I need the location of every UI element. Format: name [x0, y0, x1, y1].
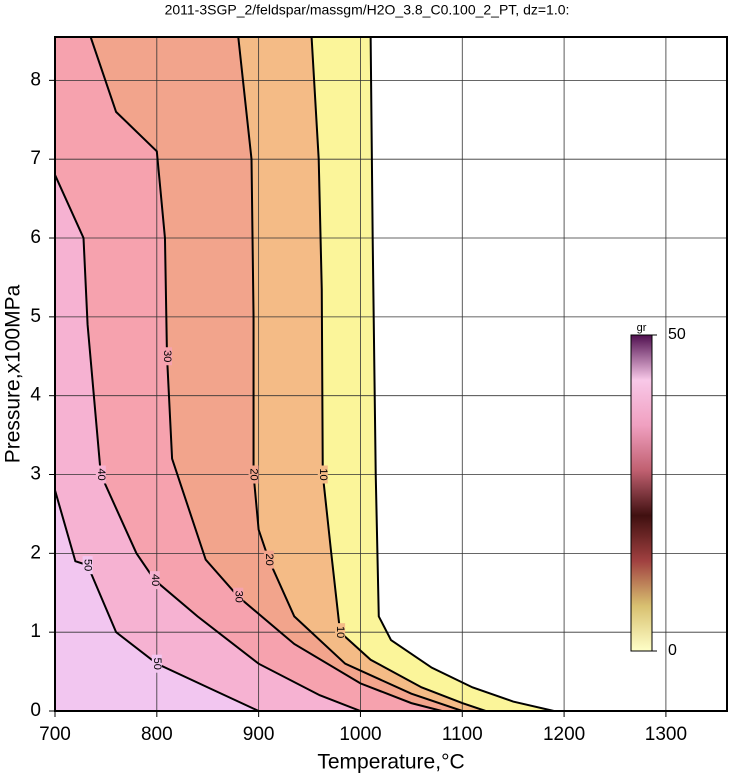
y-tick-label: 2	[30, 542, 41, 563]
x-tick-label: 900	[243, 724, 275, 745]
contour-line	[369, 37, 555, 711]
contour-lines: 10 10 20 20 30 30 40 40 50 50	[55, 37, 555, 711]
contour-label-bg	[233, 587, 244, 606]
contour-label-bg	[335, 623, 346, 642]
contour-line	[55, 174, 361, 711]
contour-fills	[55, 37, 554, 711]
contour-label-bg	[149, 571, 160, 590]
contour-label: 30	[161, 350, 173, 362]
contour-label-bg	[263, 550, 274, 569]
colorbar-scale	[630, 334, 653, 652]
contour-label-bg	[82, 556, 93, 575]
x-tick-label: 1100	[442, 724, 483, 745]
y-tick-label: 8	[30, 69, 41, 90]
contour-label: 30	[232, 591, 244, 603]
x-tick-label: 1000	[339, 724, 381, 745]
y-tick-label: 3	[30, 464, 41, 485]
colorbar-tick-label: 50	[668, 326, 686, 343]
y-axis-label: Pressure,x100MPa	[2, 284, 25, 463]
contour-label: 50	[151, 658, 163, 670]
contour-label-bg	[151, 654, 162, 673]
x-tick-label: 1200	[543, 724, 585, 745]
contour-label: 20	[248, 468, 260, 480]
contour-line	[237, 37, 463, 711]
contour-line	[55, 489, 260, 711]
contour-label: 20	[263, 554, 275, 566]
contour-label: 40	[95, 468, 107, 480]
colorbar-tick-label: 0	[668, 642, 677, 659]
y-tick-label: 1	[30, 621, 41, 642]
contour-line	[89, 37, 443, 711]
plot-frame	[54, 36, 728, 712]
contour-region	[55, 490, 259, 711]
x-tick-label: 1300	[645, 724, 687, 745]
y-tick-label: 7	[30, 148, 41, 169]
contour-line	[310, 37, 487, 711]
contour-label: 40	[149, 574, 161, 586]
colorbar-label: gr	[637, 322, 647, 334]
contour-region	[55, 174, 361, 711]
x-tick-label: 700	[39, 724, 71, 745]
contour-label: 10	[334, 626, 346, 638]
x-axis-label: Temperature,°C	[317, 751, 464, 774]
y-tick-label: 4	[30, 385, 41, 406]
y-tick-label: 6	[30, 227, 41, 248]
colorbar: gr 0 50	[630, 322, 686, 659]
contour-label: 50	[82, 559, 94, 571]
chart-title: 2011-3SGP_2/feldspar/massgm/H2O_3.8_C0.1…	[165, 2, 570, 18]
y-tick-label: 0	[30, 700, 41, 721]
contour-label: 10	[317, 468, 329, 480]
contour-label-bg	[95, 465, 106, 484]
contour-label-bg	[162, 347, 172, 366]
y-tick-label: 5	[30, 306, 41, 327]
contour-label-bg	[248, 465, 259, 484]
contour-region	[55, 37, 442, 711]
x-tick-label: 800	[141, 724, 173, 745]
contour-label-bg	[317, 465, 328, 484]
axes: 700 800 900 1000 1100 1200 1300 0 1 2 3 4 5 6 7 8	[30, 69, 687, 745]
